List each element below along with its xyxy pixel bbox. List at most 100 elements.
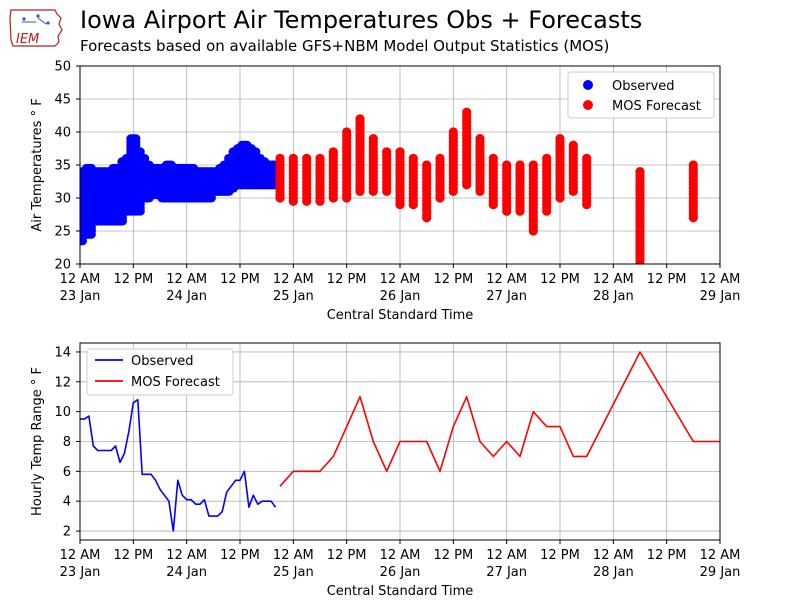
page-subtitle: Forecasts based on available GFS+NBM Mod…: [80, 37, 610, 55]
x-tick-label-time: 12 PM: [113, 548, 153, 563]
forecast-point: [408, 153, 418, 163]
x-tick-label-time: 12 PM: [433, 548, 473, 563]
y-tick-label: 35: [54, 159, 71, 174]
forecast-legend-marker: [583, 100, 593, 110]
x-tick-label-time: 12 PM: [327, 272, 367, 287]
x-tick-label-time: 12 AM: [60, 272, 101, 287]
forecast-column: [542, 153, 552, 216]
x-axis-label: Central Standard Time: [327, 308, 474, 323]
x-tick-label-time: 12 AM: [593, 272, 634, 287]
y-tick-label: 12: [54, 375, 71, 390]
observed-legend-marker: [583, 80, 593, 90]
forecast-point: [528, 160, 538, 170]
y-tick-label: 6: [63, 465, 71, 480]
y-tick-label: 2: [63, 525, 71, 540]
temperature-panel: 12 AM 23 Jan 12 PM 12 AM 24 Jan 12 PM 12 AM 25 …: [30, 60, 740, 324]
x-tick-label-time: 12 AM: [380, 548, 421, 563]
forecast-column: [408, 153, 418, 210]
forecast-column: [635, 167, 645, 264]
forecast-point: [288, 153, 298, 163]
legend-label: Observed: [612, 79, 675, 94]
y-tick-label: 14: [54, 345, 71, 360]
x-tick-label-date: 28 Jan: [593, 565, 634, 580]
forecast-column: [448, 127, 458, 196]
y-axis-label: Hourly Temp Range ° F: [30, 367, 45, 516]
x-axis-label: Central Standard Time: [327, 584, 474, 599]
x-tick-label-time: 12 PM: [647, 272, 687, 287]
x-tick-label-date: 27 Jan: [486, 565, 527, 580]
forecast-column: [582, 153, 592, 210]
iem-logo: IEM: [9, 9, 63, 47]
y-tick-label: 45: [54, 93, 71, 108]
y-tick-label: 20: [54, 258, 71, 273]
legend-label: Observed: [131, 354, 194, 369]
y-tick-label: 25: [54, 225, 71, 240]
x-tick-label-time: 12 AM: [166, 272, 207, 287]
forecast-column: [568, 140, 578, 196]
observed-point: [136, 147, 145, 157]
x-tick-label-date: 29 Jan: [700, 289, 741, 304]
page-title: Iowa Airport Air Temperatures Obs + Fore…: [80, 6, 643, 34]
y-tick-label: 4: [63, 495, 71, 510]
x-tick-label-time: 12 AM: [273, 272, 314, 287]
x-tick-label-time: 12 AM: [593, 548, 634, 563]
forecast-point: [355, 114, 365, 124]
x-tick-label-date: 23 Jan: [60, 289, 101, 304]
forecast-column: [275, 153, 285, 203]
forecast-point: [328, 147, 338, 157]
x-tick-label-time: 12 AM: [700, 272, 741, 287]
x-tick-label-time: 12 PM: [540, 272, 580, 287]
x-tick-label-time: 12 AM: [380, 272, 421, 287]
forecast-column: [435, 153, 445, 203]
y-axis-label: Air Temperatures ° F: [30, 98, 45, 231]
forecast-column: [515, 160, 525, 216]
legend: Observed MOS Forecast: [86, 348, 234, 396]
x-tick-label-date: 25 Jan: [273, 565, 314, 580]
x-tick-label-time: 12 AM: [700, 548, 741, 563]
legend-box: [86, 348, 234, 396]
forecast-column: [688, 160, 698, 223]
observed-line: [80, 398, 277, 532]
forecast-column: [462, 107, 472, 190]
y-tick-label: 8: [63, 435, 71, 450]
forecast-point: [448, 127, 458, 137]
forecast-point: [422, 160, 432, 170]
forecast-column: [288, 153, 298, 206]
forecast-point: [368, 134, 378, 144]
plot-marks: [80, 107, 698, 264]
forecast-column: [502, 160, 512, 216]
x-tick-label-time: 12 AM: [166, 548, 207, 563]
y-tick-label: 30: [54, 192, 71, 207]
forecast-point: [555, 134, 565, 144]
forecast-point: [302, 153, 312, 163]
forecast-point: [635, 167, 645, 177]
x-tick-label-time: 12 PM: [433, 272, 473, 287]
forecast-point: [568, 140, 578, 150]
forecast-column: [422, 160, 432, 223]
x-tick-label-time: 12 PM: [540, 548, 580, 563]
observed-point: [131, 134, 141, 144]
forecast-column: [488, 153, 498, 210]
x-tick-label-time: 12 AM: [486, 272, 527, 287]
forecast-point: [502, 160, 512, 170]
y-tick-label: 10: [54, 405, 71, 420]
forecast-line: [279, 351, 720, 487]
forecast-column: [315, 153, 325, 206]
x-tick-label-date: 27 Jan: [486, 289, 527, 304]
forecast-column: [528, 160, 538, 236]
plot-marks: [80, 351, 720, 532]
forecast-point: [382, 147, 392, 157]
x-tick-label-date: 24 Jan: [166, 289, 207, 304]
forecast-point: [488, 153, 498, 163]
forecast-point: [542, 153, 552, 163]
forecast-column: [395, 147, 405, 210]
x-tick-label-time: 12 PM: [327, 548, 367, 563]
forecast-point: [342, 127, 352, 137]
x-tick-label-date: 28 Jan: [593, 289, 634, 304]
forecast-column: [328, 147, 338, 203]
forecast-point: [475, 134, 485, 144]
x-tick-label-date: 23 Jan: [60, 565, 101, 580]
forecast-column: [342, 127, 352, 203]
x-tick-label-date: 25 Jan: [273, 289, 314, 304]
